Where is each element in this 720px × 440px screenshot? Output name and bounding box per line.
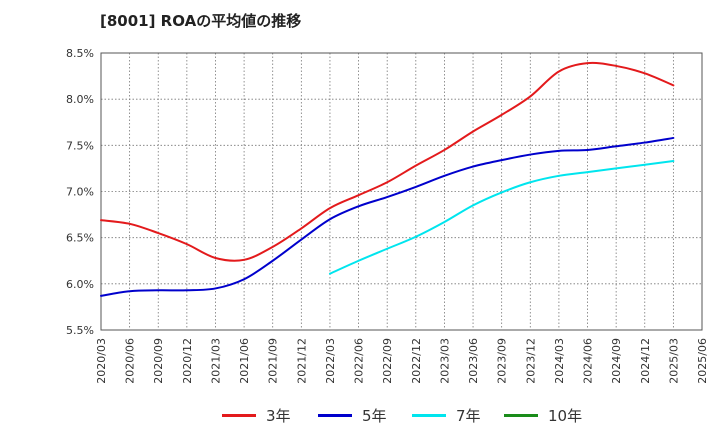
legend-swatch — [504, 413, 538, 417]
x-tick-label: 2022/12 — [410, 338, 423, 384]
legend-swatch — [222, 413, 256, 417]
series-line-5年 — [100, 136, 675, 297]
x-tick-label: 2024/06 — [582, 338, 595, 384]
x-tick-label: 2021/06 — [238, 338, 251, 384]
x-tick-label: 2025/03 — [667, 338, 680, 384]
y-tick-label: 7.5% — [66, 139, 94, 152]
x-tick-label: 2023/12 — [524, 338, 537, 384]
x-tick-label: 2021/09 — [267, 338, 280, 384]
x-tick-label: 2023/06 — [467, 338, 480, 384]
chart-legend: 3年 5年 7年 10年 — [0, 402, 720, 428]
x-tick-label: 2023/03 — [438, 338, 451, 384]
x-tick-label: 2021/12 — [295, 338, 308, 384]
y-tick-label: 6.5% — [66, 232, 94, 245]
x-tick-label: 2022/09 — [381, 338, 394, 384]
legend-item: 3年 — [222, 402, 291, 428]
y-tick-label: 8.5% — [66, 47, 94, 60]
plot-frame — [100, 52, 703, 331]
legend-item: 5年 — [318, 402, 387, 428]
x-tick-label: 2024/03 — [553, 338, 566, 384]
x-tick-label: 2023/09 — [496, 338, 509, 384]
legend-item: 7年 — [412, 402, 481, 428]
y-tick-label: 7.0% — [66, 186, 94, 199]
x-tick-label: 2020/12 — [181, 338, 194, 384]
x-tick-label: 2020/03 — [95, 338, 108, 384]
legend-label: 5年 — [362, 406, 387, 425]
x-tick-label: 2020/06 — [124, 338, 137, 384]
x-tick-label: 2022/03 — [324, 338, 337, 384]
y-tick-label: 5.5% — [66, 324, 94, 337]
legend-label: 10年 — [548, 406, 583, 425]
chart-title: [8001] ROAの平均値の推移 — [100, 12, 302, 30]
legend-label: 7年 — [456, 406, 481, 425]
y-tick-label: 8.0% — [66, 93, 94, 106]
x-tick-label: 2024/09 — [610, 338, 623, 384]
x-tick-label: 2022/06 — [353, 338, 366, 384]
series-line-3年 — [100, 61, 675, 262]
series-line-7年 — [328, 160, 675, 275]
x-tick-label: 2021/03 — [209, 338, 222, 384]
x-tick-label: 2020/09 — [152, 338, 165, 384]
y-tick-label: 6.0% — [66, 278, 94, 291]
x-tick-label: 2024/12 — [639, 338, 652, 384]
legend-label: 3年 — [266, 406, 291, 425]
legend-swatch — [318, 413, 352, 417]
legend-item: 10年 — [504, 402, 582, 428]
x-tick-label: 2025/06 — [696, 338, 709, 384]
line-chart: 5.5% 6.0% 6.5% 7.0% 7.5% 8.0% 8.5% 2020/03 2020/… — [66, 47, 709, 384]
legend-swatch — [412, 413, 446, 417]
